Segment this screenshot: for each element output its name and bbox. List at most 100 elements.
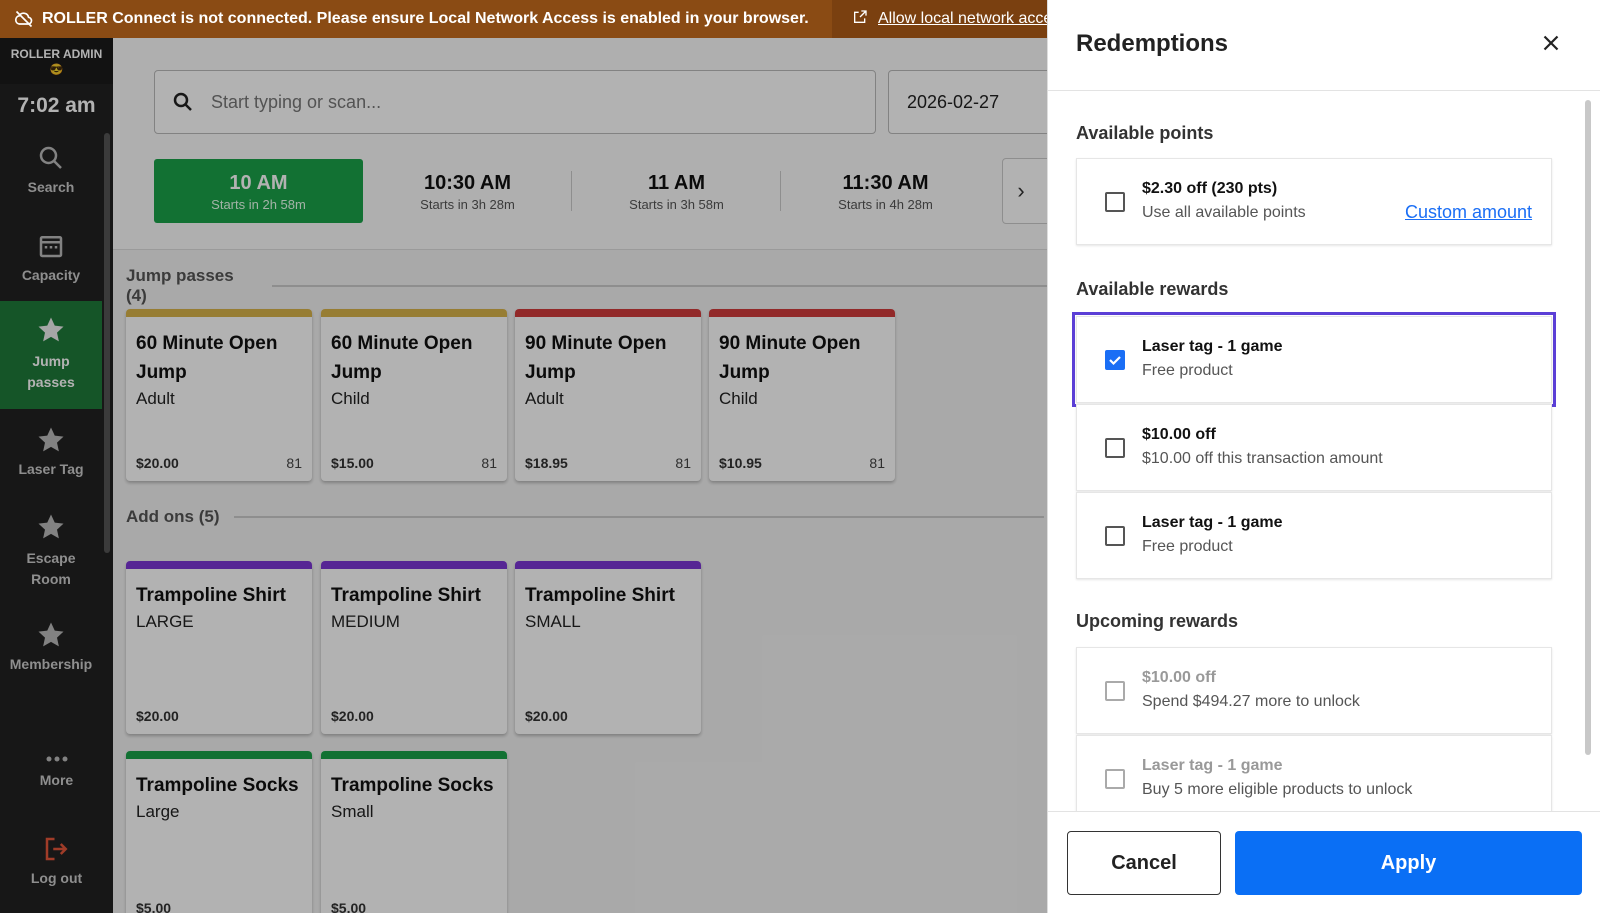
date-picker[interactable]: 2026-02-27 <box>888 70 1047 134</box>
sidebar-item-laser-tag[interactable]: Laser Tag <box>0 425 102 505</box>
search-icon <box>36 143 66 173</box>
time-slot[interactable]: 11 AM Starts in 3h 58m <box>572 159 781 223</box>
card-variant: Child <box>331 389 370 408</box>
slot-time: 10:30 AM <box>423 172 512 194</box>
reward-option[interactable]: Laser tag - 1 game Free product <box>1076 492 1552 579</box>
product-card[interactable]: 60 Minute Open Jump Child $15.00 81 <box>321 309 507 481</box>
card-name: Trampoline Shirt <box>331 585 481 606</box>
allow-network-link[interactable]: Allow local network access <box>878 10 1069 27</box>
card-price: $20.00 <box>136 708 179 724</box>
card-stock: 81 <box>675 455 691 471</box>
card-color-bar <box>126 309 312 317</box>
product-card[interactable]: Trampoline Socks Large $5.00 <box>126 751 312 913</box>
product-card[interactable]: 90 Minute Open Jump Child $10.95 81 <box>709 309 895 481</box>
card-stock: 81 <box>481 455 497 471</box>
available-rewards-heading: Available rewards <box>1076 279 1229 299</box>
time-slot[interactable]: 11:30 AM Starts in 4h 28m <box>781 159 990 223</box>
sidebar-item-label: Jump passes <box>27 353 75 390</box>
cancel-button[interactable]: Cancel <box>1067 831 1221 895</box>
chevron-right-icon: › <box>1017 178 1025 203</box>
reward-checkbox[interactable] <box>1105 526 1125 546</box>
section-title: Jump passes (4) <box>126 266 234 305</box>
option-title: $10.00 off <box>1142 426 1216 443</box>
product-card[interactable]: Trampoline Socks Small $5.00 <box>321 751 507 913</box>
time-slot[interactable]: 10 AM Starts in 2h 58m <box>154 159 363 223</box>
star-icon <box>36 315 66 345</box>
search-icon <box>171 90 195 114</box>
card-variant: Large <box>136 802 180 821</box>
admin-emoji: 😎 <box>49 64 64 76</box>
check-icon <box>1109 356 1121 366</box>
reward-option[interactable]: Laser tag - 1 game Free product <box>1072 312 1556 407</box>
reward-checkbox[interactable] <box>1105 350 1125 370</box>
card-name: 90 Minute Open Jump <box>525 333 667 383</box>
card-price: $20.00 <box>136 455 179 471</box>
close-icon[interactable] <box>1538 30 1564 56</box>
star-icon <box>36 512 66 542</box>
slot-divider <box>571 171 572 211</box>
sidebar-item-search[interactable]: Search <box>0 143 102 231</box>
product-card[interactable]: 90 Minute Open Jump Adult $18.95 81 <box>515 309 701 481</box>
more-icon <box>42 750 72 768</box>
card-name: Trampoline Socks <box>331 775 494 796</box>
sidebar-scrollbar[interactable] <box>104 133 110 553</box>
drawer-body: Available points $2.30 off (230 pts) Use… <box>1048 91 1600 811</box>
points-checkbox[interactable] <box>1105 192 1125 212</box>
sidebar-item-log-out[interactable]: Log out <box>0 834 113 894</box>
slot-subtitle: Starts in 2h 58m <box>211 197 306 212</box>
sidebar-item-label: Search <box>27 179 75 195</box>
card-variant: Adult <box>136 389 175 408</box>
sidebar-item-escape-room[interactable]: Escape Room <box>0 512 102 612</box>
apply-button[interactable]: Apply <box>1235 831 1582 895</box>
sidebar: ROLLER ADMIN 😎 7:02 am Search Capacity J… <box>0 38 113 913</box>
product-card[interactable]: Trampoline Shirt LARGE $20.00 <box>126 561 312 734</box>
reward-option[interactable]: $10.00 off $10.00 off this transaction a… <box>1076 404 1552 491</box>
product-card[interactable]: Trampoline Shirt MEDIUM $20.00 <box>321 561 507 734</box>
card-color-bar <box>321 751 507 759</box>
sidebar-item-more[interactable]: More <box>0 750 113 800</box>
card-color-bar <box>515 561 701 569</box>
sidebar-item-label: Escape Room <box>26 550 76 587</box>
card-price: $18.95 <box>525 455 568 471</box>
available-points-heading: Available points <box>1076 123 1214 143</box>
card-color-bar <box>321 309 507 317</box>
option-subtitle: Spend $494.27 more to unlock <box>1142 693 1360 710</box>
section-divider <box>233 516 1044 518</box>
sidebar-item-label: More <box>39 772 74 788</box>
card-color-bar <box>515 309 701 317</box>
search-input[interactable]: Start typing or scan... <box>154 70 876 134</box>
card-color-bar <box>126 561 312 569</box>
time-slot[interactable]: 10:30 AM Starts in 3h 28m <box>363 159 572 223</box>
drawer-scrollbar[interactable] <box>1585 100 1591 755</box>
card-variant: Small <box>331 802 374 821</box>
card-price: $10.95 <box>719 455 762 471</box>
reward-checkbox[interactable] <box>1105 438 1125 458</box>
card-color-bar <box>321 561 507 569</box>
sidebar-item-membership[interactable]: Membership <box>0 620 102 700</box>
card-color-bar <box>709 309 895 317</box>
logout-icon <box>42 834 72 864</box>
sidebar-item-capacity[interactable]: Capacity <box>0 231 102 319</box>
option-subtitle: Free product <box>1142 362 1233 379</box>
card-name: 90 Minute Open Jump <box>719 333 861 383</box>
drawer-title: Redemptions <box>1076 30 1229 57</box>
slot-divider <box>780 171 781 211</box>
sidebar-item-jump-passes[interactable]: Jump passes <box>0 301 102 409</box>
slot-subtitle: Starts in 3h 28m <box>420 197 515 212</box>
allow-network-link-wrap[interactable]: Allow local network access <box>832 0 1072 38</box>
custom-amount-link[interactable]: Custom amount <box>1405 202 1533 222</box>
option-title: Laser tag - 1 game <box>1142 757 1283 774</box>
clock: 7:02 am <box>17 94 96 117</box>
banner-message: ROLLER Connect is not connected. Please … <box>42 10 809 27</box>
card-stock: 81 <box>869 455 885 471</box>
card-variant: Adult <box>525 389 564 408</box>
product-card[interactable]: 60 Minute Open Jump Adult $20.00 81 <box>126 309 312 481</box>
card-name: 60 Minute Open Jump <box>331 333 473 383</box>
product-card[interactable]: Trampoline Shirt SMALL $20.00 <box>515 561 701 734</box>
modal-overlay[interactable] <box>0 38 1047 913</box>
upcoming-reward-option: Laser tag - 1 game Buy 5 more eligible p… <box>1076 735 1552 811</box>
next-slots-button[interactable]: › <box>1002 158 1047 224</box>
points-option[interactable]: $2.30 off (230 pts) Use all available po… <box>1076 158 1552 245</box>
slot-time: 10 AM <box>229 172 288 194</box>
upcoming-checkbox <box>1105 769 1125 789</box>
